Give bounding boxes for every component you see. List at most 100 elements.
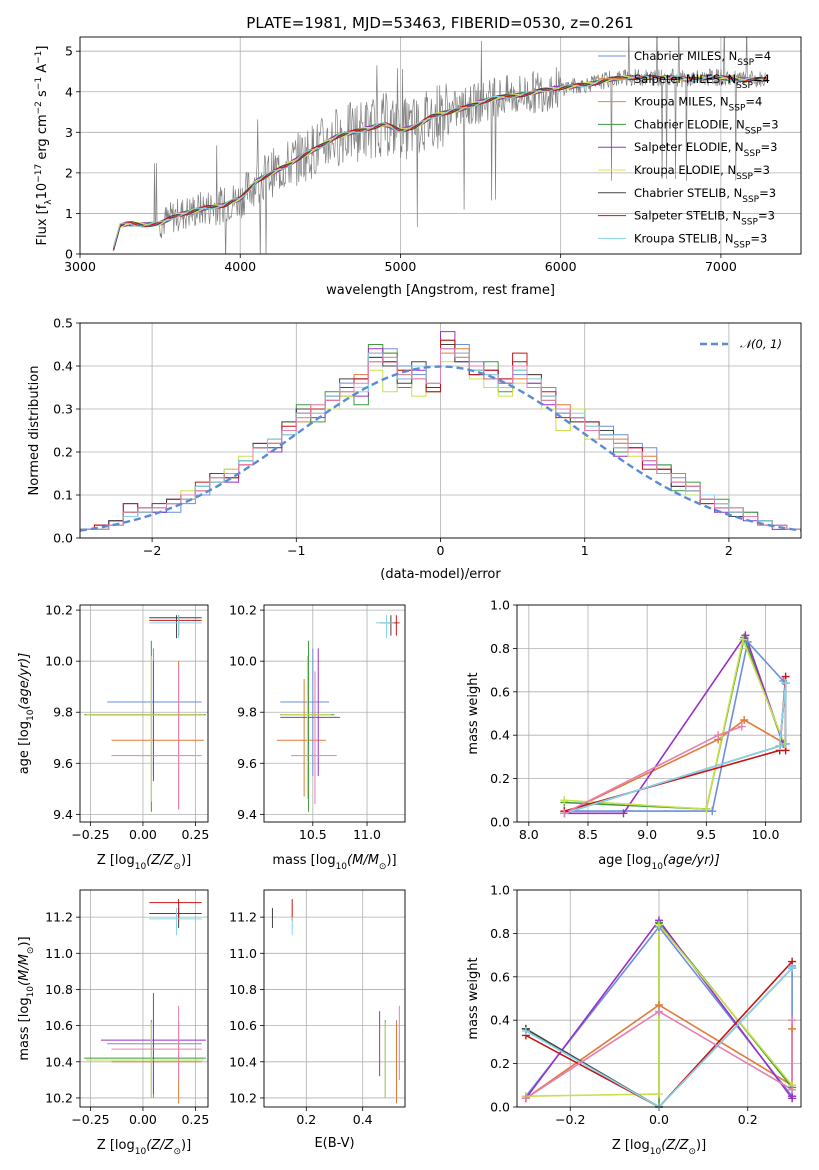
panel-age_vs_Z: −0.25 0.00 0.259.49.69.810.010.2Z [log10(Z… — [17, 603, 209, 872]
weight-marker — [739, 635, 748, 644]
weight-marker — [655, 1007, 663, 1016]
weight-marker — [775, 742, 784, 751]
x-tick-label: −0.25 — [71, 827, 109, 842]
errorbar-point — [149, 615, 202, 636]
x-tick-label: 8.5 — [578, 827, 598, 842]
weight-marker — [741, 631, 750, 640]
weight-marker — [619, 809, 628, 818]
weight-marker — [560, 796, 569, 805]
legend-entry-part: Kroupa STELIB, N — [634, 231, 734, 245]
grid — [264, 890, 405, 1107]
x-axis-label: Z [log10(Z/Z⊙)] — [612, 1138, 706, 1157]
x-tick-label: 10.0 — [752, 827, 780, 842]
x-tick-label: 7000 — [705, 259, 737, 274]
y-axis-label-part: ⊙ — [26, 947, 36, 955]
weight-marker — [714, 731, 723, 740]
y-tick-label: 0.1 — [53, 488, 73, 503]
plot-area — [277, 615, 400, 812]
legend-entry-part: =4 — [745, 95, 762, 109]
x-tick-label: −0.25 — [71, 1112, 109, 1127]
plot-area — [271, 899, 400, 1104]
y-tick-label: 9.8 — [237, 705, 257, 720]
y-tick-label: 10.6 — [229, 1018, 257, 1033]
weight-marker — [788, 1016, 797, 1025]
x-axis-label-part: )] — [696, 1138, 706, 1153]
x-axis-label-part: (age/yr)] — [663, 853, 720, 868]
x-tick-label: 0.2 — [738, 1112, 758, 1127]
x-axis-label-part: (Z/Z — [146, 853, 174, 868]
y-axis-label-part: A — [35, 64, 50, 77]
axes-frame — [79, 36, 802, 255]
x-axis-label-part: mass [log — [272, 853, 335, 868]
legend-entry: 𝒩(0, 1) — [740, 337, 782, 351]
errorbar-point — [100, 993, 206, 1095]
legend-entry-part: Chabrier ELODIE, N — [634, 117, 745, 131]
errorbar-point — [380, 615, 395, 636]
y-axis-label: mass weight — [466, 672, 481, 754]
model-line — [113, 74, 768, 248]
x-axis-label-part: )] — [181, 853, 191, 868]
y-tick-label: 9.4 — [53, 807, 73, 822]
legend-entry-part: Salpeter ELODIE, N — [634, 140, 744, 154]
legend-entry-part: =3 — [758, 209, 775, 223]
y-tick-label: 11.2 — [45, 910, 73, 925]
legend-entry: Kroupa MILES, NSSP=4 — [634, 95, 762, 114]
errorbar-point — [281, 656, 332, 800]
panel-mass_vs_Z: −0.25 0.00 0.25 10.2 10.4 10.6 10.8 11.0 11.2 Z [… — [17, 889, 209, 1157]
y-tick-label: 0.0 — [490, 1100, 510, 1115]
y-axis-label: mass weight — [466, 957, 481, 1039]
x-tick-label: 0.4 — [353, 1112, 373, 1127]
x-axis-label-part: Z [log — [97, 853, 135, 868]
errorbar-point — [84, 1020, 206, 1098]
y-axis-label: Flux [fλ10−17 erg cm−2 s−1 A−1] — [34, 46, 54, 246]
axes-frame — [79, 322, 802, 539]
x-axis-label-part: ⊙ — [688, 1147, 696, 1157]
plot-area — [112, 37, 768, 254]
data-spectrum — [112, 37, 766, 254]
x-axis-label-part: 10 — [135, 1147, 147, 1157]
legend-entry-part: =3 — [753, 163, 770, 177]
weight-line — [564, 676, 787, 812]
y-tick-label: 0 — [65, 247, 73, 262]
errorbar-point — [86, 1022, 204, 1098]
x-axis-label: Z [log10(Z/Z⊙)] — [97, 853, 191, 872]
legend-entry-part: =3 — [759, 186, 776, 200]
legend-entry-part: Chabrier STELIB, N — [634, 186, 742, 200]
x-tick-label: 5000 — [385, 259, 417, 274]
legend-entry-part: SSP — [734, 240, 751, 250]
errorbar-point — [149, 908, 202, 928]
legend-entry: Salpeter MILES, NSSP=4 — [634, 72, 770, 91]
legend-entry-part: Kroupa MILES, N — [634, 95, 729, 109]
y-tick-label: 10.2 — [45, 1090, 73, 1105]
errorbar-point — [149, 908, 202, 936]
plot-area — [84, 899, 206, 1104]
weight-line — [564, 633, 785, 815]
y-tick-label: 0.5 — [53, 316, 73, 331]
errorbar-point — [375, 615, 395, 639]
legend-entry: Salpeter ELODIE, NSSP=3 — [634, 140, 777, 159]
weight-marker — [560, 809, 569, 818]
errorbar-point — [280, 648, 330, 777]
weight-line — [564, 636, 786, 810]
x-axis-label-part: ⊙ — [379, 862, 387, 872]
y-tick-label: 0.2 — [490, 1056, 510, 1071]
y-axis-label-part: age [log — [17, 721, 32, 774]
errorbar-point — [388, 615, 400, 636]
y-axis-label-part: −17 — [34, 164, 44, 183]
x-tick-label: 10.5 — [299, 827, 327, 842]
legend-entry-part: =3 — [750, 231, 767, 245]
legend-entry-part: SSP — [736, 172, 753, 182]
weight-marker — [521, 1094, 530, 1103]
x-tick-label: 3000 — [64, 259, 96, 274]
errorbar-point — [291, 671, 337, 805]
x-tick-label: 9.5 — [696, 827, 716, 842]
x-tick-label: 9.0 — [637, 827, 657, 842]
y-tick-label: 0.2 — [53, 445, 73, 460]
legend-entry-part: Salpeter MILES, N — [634, 72, 736, 86]
legend-entry-part: =3 — [761, 140, 778, 154]
y-tick-label: 10.2 — [229, 603, 257, 618]
x-axis-label: Z [log10(Z/Z⊙)] — [97, 1138, 191, 1157]
y-tick-label: 9.8 — [53, 705, 73, 720]
legend-entry-part: SSP — [741, 218, 758, 228]
x-tick-label: 8.0 — [519, 827, 539, 842]
